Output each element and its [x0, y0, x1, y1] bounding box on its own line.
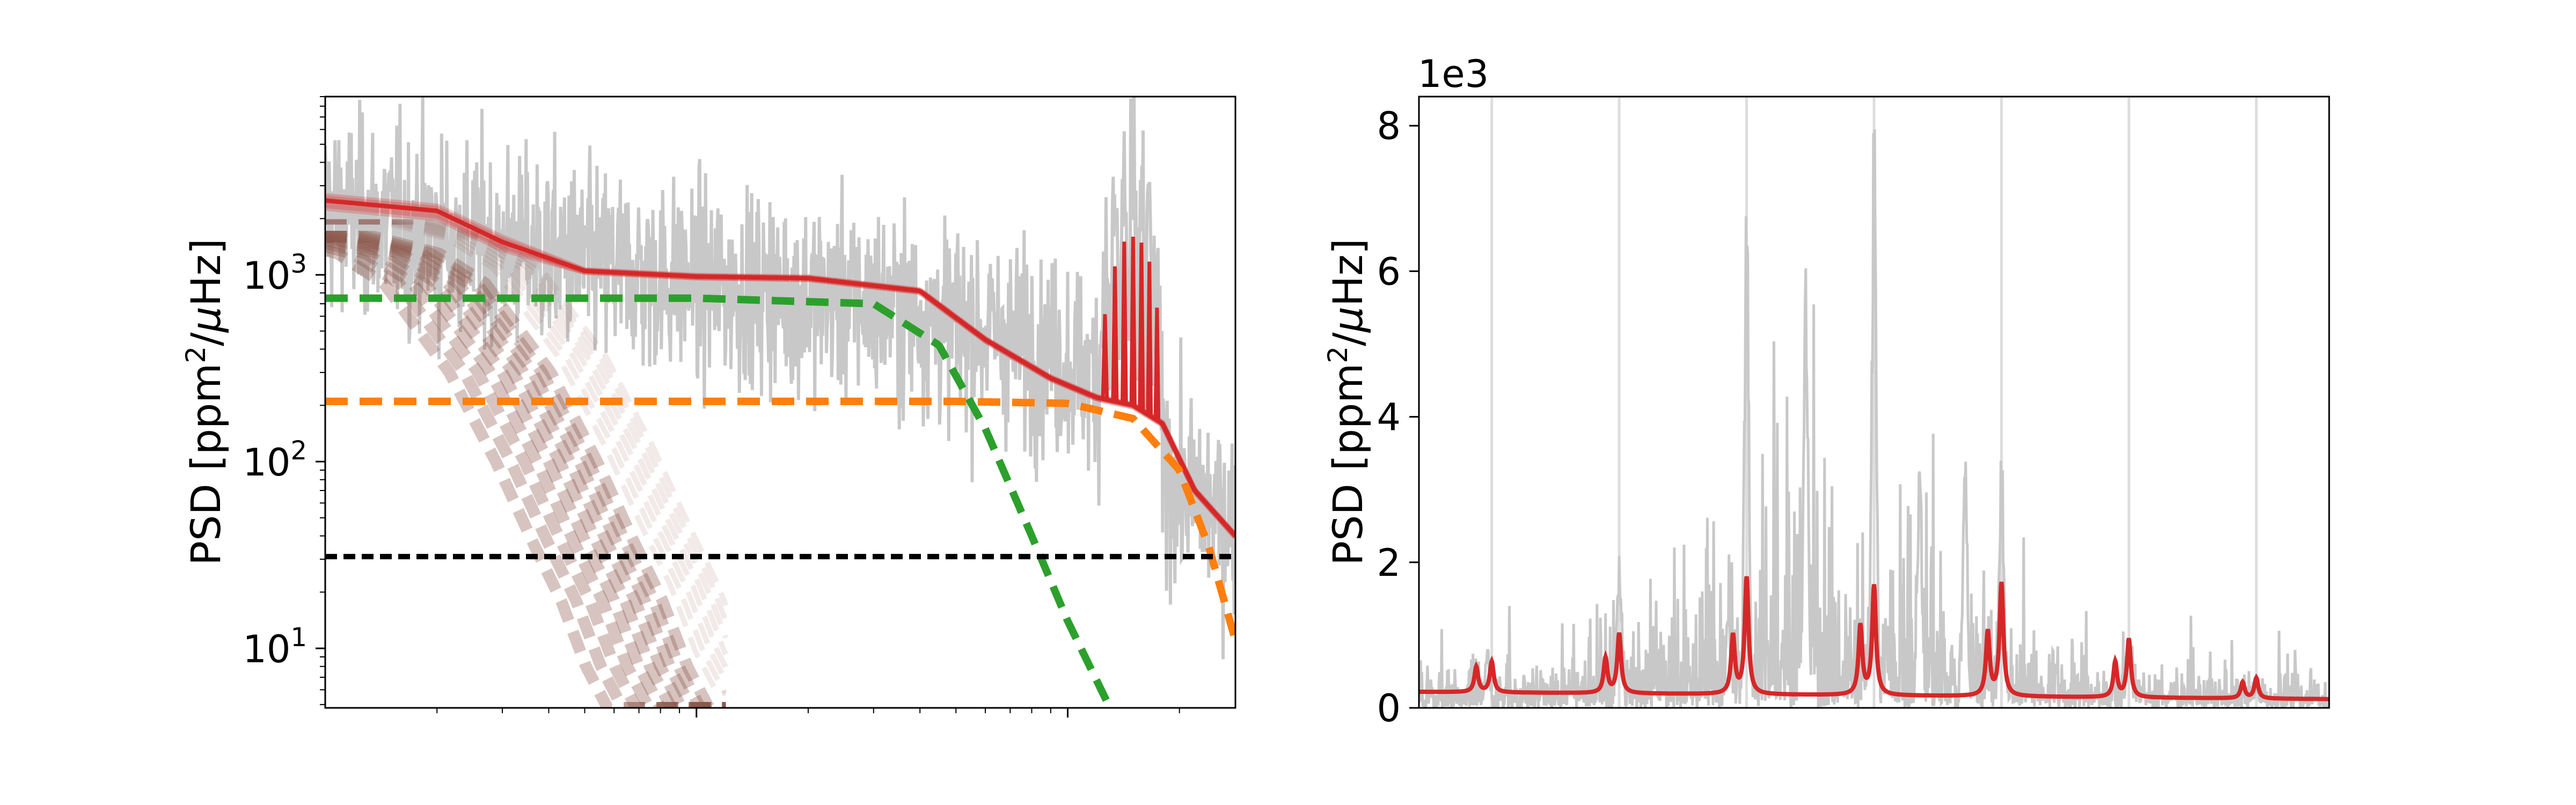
right-y-ticks: 0 2 4 6 8	[1377, 104, 1419, 730]
granulation-low-line	[325, 219, 728, 669]
y-tick-label: 8	[1377, 104, 1401, 148]
right-offset-label: 1e3	[1418, 52, 1489, 96]
oscillation-mode-peak	[1120, 241, 1128, 404]
model-spectrum-line	[1419, 576, 2329, 701]
oscillation-mode-peak	[1146, 261, 1153, 416]
total-model-line	[325, 198, 1235, 538]
granulation-low-line	[325, 237, 726, 708]
granulation-low-line	[325, 219, 729, 656]
y-tick-label: 2	[1377, 541, 1401, 585]
granulation-low-line	[325, 244, 726, 708]
y-tick-label: 103	[243, 249, 307, 298]
granulation-high-line	[325, 397, 1235, 642]
granulation-low-line	[325, 219, 729, 639]
oscillation-mode-peak	[1153, 308, 1161, 420]
observed-spectrum-line	[1419, 129, 2329, 708]
granulation-low-line	[325, 231, 726, 708]
oscillation-mode-peak	[1101, 314, 1109, 400]
left-psd-panel: 101 102 103 PSD [ppm2/μHz]	[180, 96, 1236, 718]
granulation-low-line	[325, 219, 726, 696]
oscillation-mode-peak	[1138, 243, 1145, 411]
observed-psd-line	[325, 97, 1235, 660]
left-axes-frame	[324, 96, 1236, 709]
granulation-low-line	[325, 219, 729, 607]
y-tick-label: 0	[1377, 686, 1401, 730]
granulation-low-line	[325, 219, 729, 623]
y-tick-label: 4	[1377, 396, 1401, 440]
y-tick-label: 101	[243, 623, 307, 671]
y-tick-label: 102	[243, 436, 307, 485]
oscillation-mode-peak	[1111, 266, 1119, 402]
y-tick-label: 6	[1377, 250, 1401, 294]
granulation-low-line	[325, 231, 726, 708]
granulation-low-line	[325, 231, 726, 708]
left-y-ticks: 101 102 103	[243, 96, 1180, 718]
right-plot-area	[1419, 97, 2329, 708]
left-plot-area	[325, 97, 1235, 708]
right-axes-frame	[1418, 96, 2330, 709]
granulation-low-line	[325, 231, 726, 708]
oscillation-mode-peak	[1129, 237, 1137, 406]
granulation-low-line	[325, 234, 726, 708]
granulation-low-line	[325, 231, 726, 708]
granulation-low-line	[325, 219, 728, 683]
granulation-mid-line	[325, 294, 1111, 706]
left-y-axis-label: PSD [ppm2/μHz]	[180, 238, 230, 565]
granulation-low-line	[325, 231, 726, 708]
right-psd-panel: 0 2 4 6 8 1e3 PSD [ppm2/μHz]	[1322, 52, 2330, 730]
right-y-axis-label: PSD [ppm2/μHz]	[1322, 238, 1372, 565]
granulation-low-line	[325, 219, 728, 696]
granulation-low-line	[325, 240, 726, 708]
